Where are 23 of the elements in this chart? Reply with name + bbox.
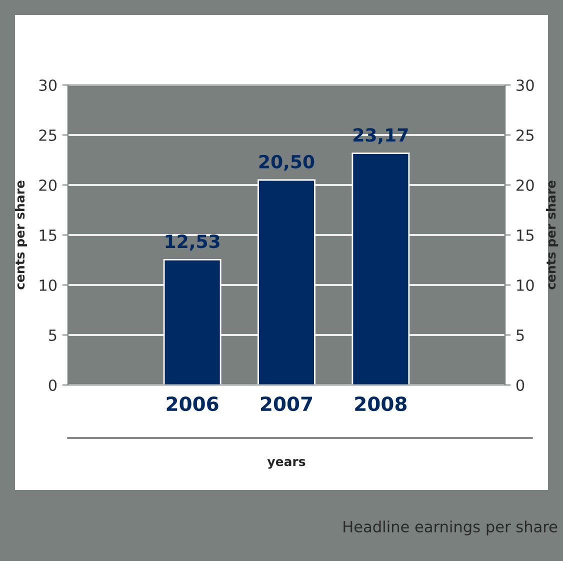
y-axis-title: cents per share — [14, 180, 28, 290]
y-tick-label: 0 — [48, 379, 57, 392]
data-label: 12,53 — [166, 234, 220, 251]
x-tick-label: 2008 — [355, 396, 407, 412]
x-axis-title: years — [267, 458, 306, 469]
text: Headline earnings per share — [344, 520, 558, 536]
y-tick-label: 20 — [39, 179, 57, 192]
y2-tick-label: 20 — [516, 179, 534, 192]
y2-axis-title: cents per share — [546, 180, 558, 290]
y2-tick-label: 30 — [516, 79, 534, 92]
data-label: 20,50 — [259, 154, 314, 171]
y-tick-label: 15 — [40, 230, 56, 242]
y2-tick-label: 10 — [517, 279, 534, 292]
y2-tick-label: 25 — [516, 129, 534, 142]
x-tick-label: 2006 — [166, 396, 218, 412]
y2-tick-label: 5 — [516, 330, 524, 342]
x-tick-label: 2007 — [260, 396, 312, 412]
y-tick-label: 25 — [39, 129, 56, 142]
y2-tick-label: 15 — [517, 230, 534, 242]
y-tick-label: 30 — [39, 79, 57, 92]
y-tick-label: 5 — [49, 330, 56, 342]
y-tick-label: 10 — [40, 279, 57, 292]
y2-tick-label: 0 — [516, 379, 524, 392]
